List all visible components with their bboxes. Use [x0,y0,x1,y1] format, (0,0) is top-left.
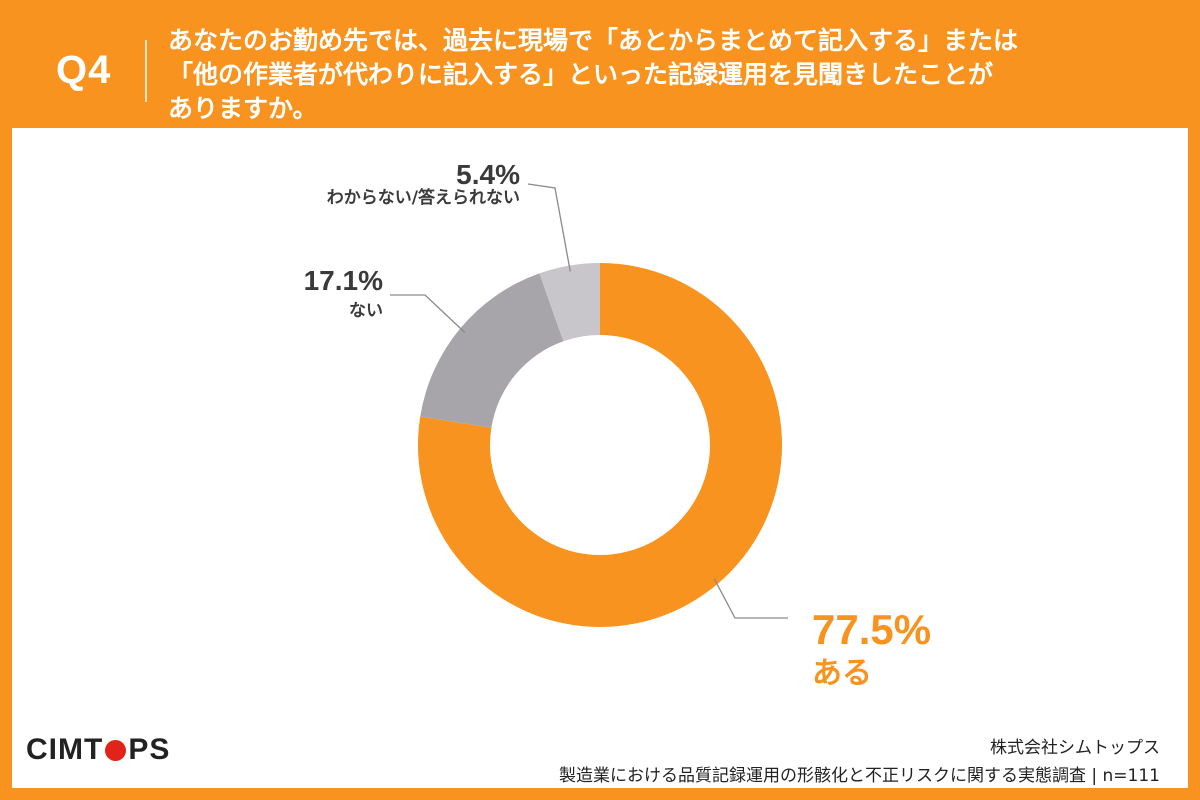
data-label-value-0: 77.5% [812,606,931,653]
donut-slice-1 [420,273,564,428]
question-line-3: ありますか。 [168,94,318,123]
data-label-value-1: 17.1% [304,265,383,296]
donut-slice-0 [417,263,783,628]
credit: 株式会社シムトップス 製造業における品質記録運用の形骸化と不正リスクに関する実態… [559,734,1160,790]
data-label-category-2: わからない/答えられない [327,187,520,208]
leader-line-1 [390,294,466,333]
chart-panel [12,128,1188,788]
data-label-category-0: ある [812,656,872,691]
question-line-1: あなたのお勤め先では、過去に現場で「あとからまとめて記入する」または [168,26,1019,55]
question-line-2: 「他の作業者が代わりに記入する」といった記録運用を見聞きしたことが [168,60,994,89]
logo-text-before: CIMT [26,733,104,766]
logo-text-after: PS [128,733,171,766]
data-label-category-1: ない [349,301,383,321]
logo-dot-icon [105,739,127,761]
header: Q4 あなたのお勤め先では、過去に現場で「あとからまとめて記入する」または 「他… [0,0,1200,128]
leader-line-2 [527,183,571,272]
question-number: Q4 [56,48,112,92]
survey-info: 製造業における品質記録運用の形骸化と不正リスクに関する実態調査 | n=111 [559,766,1160,786]
question-text: あなたのお勤め先では、過去に現場で「あとからまとめて記入する」または 「他の作業… [168,24,1018,126]
donut-slice-2 [539,263,600,342]
company-name: 株式会社シムトップス [990,738,1160,758]
data-label-value-2: 5.4% [456,159,520,190]
leader-line-0 [713,578,788,619]
cimtops-logo: CIMT PS [26,733,170,767]
header-divider [145,40,147,102]
